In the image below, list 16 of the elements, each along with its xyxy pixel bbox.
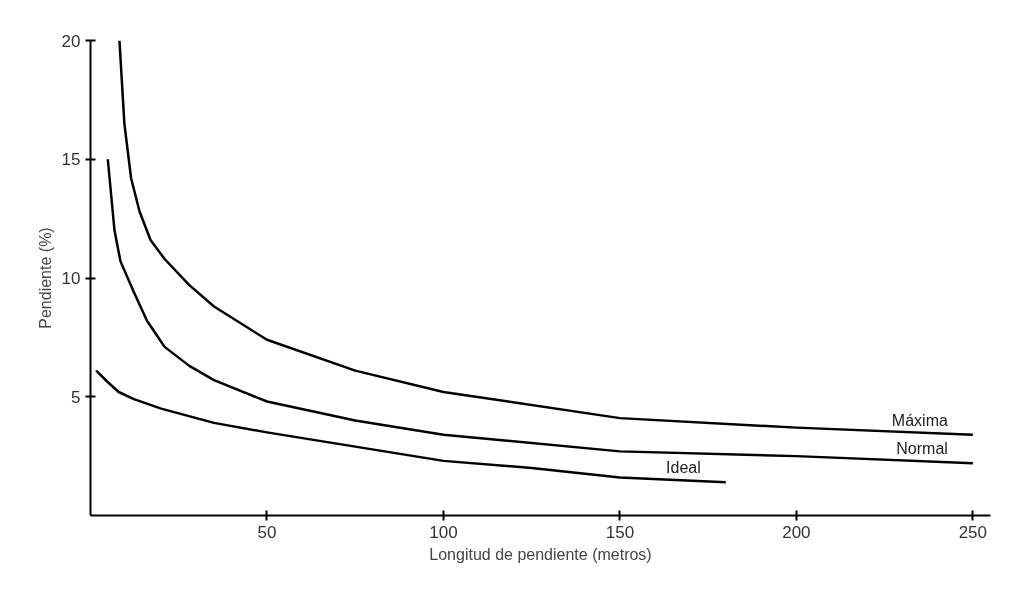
y-tick-label: 5 xyxy=(71,387,81,407)
series-label: Normal xyxy=(896,440,948,458)
series-label: Máxima xyxy=(891,411,948,429)
x-tick-label: 200 xyxy=(782,522,811,542)
y-tick-label: 10 xyxy=(61,269,81,288)
x-axis-title: Longitud de pendiente (metros) xyxy=(429,545,652,563)
line-series xyxy=(94,369,728,484)
y-tick-label: 20 xyxy=(61,31,81,51)
y-axis-title: Pendiente (%) xyxy=(36,227,54,329)
x-tick-label: 250 xyxy=(958,522,988,542)
x-tick-label: 100 xyxy=(429,522,458,542)
x-tick-label: 50 xyxy=(257,522,277,542)
y-tick-label: 15 xyxy=(61,150,81,170)
line-series xyxy=(118,40,975,436)
series-label: Ideal xyxy=(666,459,701,477)
x-tick-label: 150 xyxy=(605,522,635,542)
